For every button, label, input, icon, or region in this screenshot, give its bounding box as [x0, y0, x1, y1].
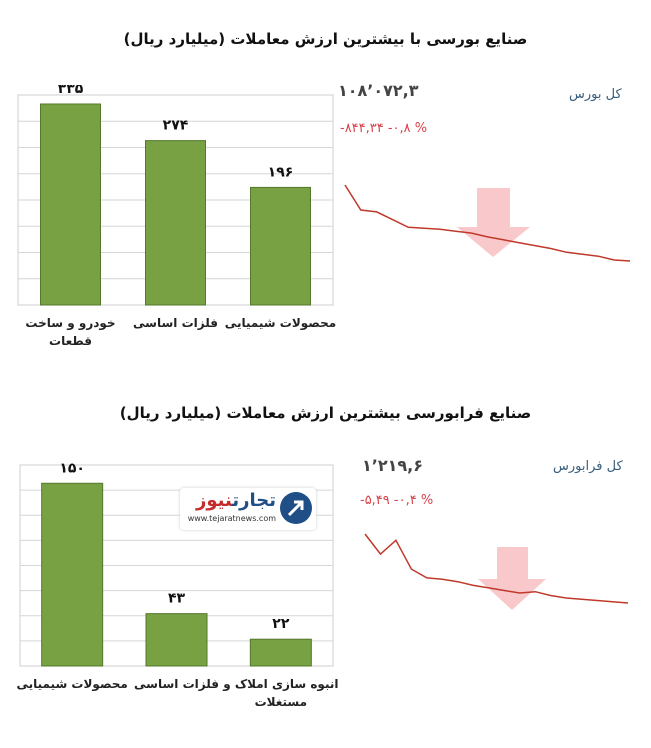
bar-value-label-2: ۲۲: [272, 616, 290, 632]
category-label-1-0: فلزات اساسی: [133, 316, 218, 330]
bar-2: [249, 638, 312, 667]
bourse-index-change: -۸۴۴,۳۴ -۰,۸ %: [340, 121, 428, 136]
logo-url: www.tejaratnews.com: [187, 514, 276, 523]
down-arrow-icon: [478, 547, 546, 610]
category-label-2-0: محصولات شیمیایی: [225, 316, 336, 331]
farabourse-chart-title: صنایع فرابورسی بیشترین ارزش معاملات (میل…: [119, 404, 532, 422]
bar-value-label-2: ۱۹۶: [268, 164, 294, 180]
bar-0: [40, 103, 101, 306]
bar-value-label-1: ۲۷۴: [163, 118, 189, 134]
bourse-chart-title: صنایع بورسی با بیشترین ارزش معاملات (میل…: [123, 30, 528, 48]
bourse-index-value: ۱۰۸٬۰۷۲,۳: [338, 81, 419, 100]
bar-0: [41, 482, 104, 667]
category-label-0-0: محصولات شیمیایی: [16, 677, 127, 692]
logo-wordmark: تجارتنیوز: [196, 490, 276, 511]
bar-value-label-1: ۴۳: [168, 591, 186, 607]
bourse-index-name: کل بورس: [569, 87, 622, 102]
bar-value-label-0: ۳۳۵: [58, 85, 84, 97]
bar-1: [145, 140, 206, 306]
category-label-2-0: انبوه سازی املاک و: [222, 677, 338, 692]
farabourse-index-sparkline: [364, 533, 629, 610]
index-line: [364, 533, 629, 604]
index-line: [344, 184, 631, 262]
bar-value-label-0: ۱۵۰: [59, 460, 85, 476]
farabourse-index-change: -۵,۴۹ -۰,۴ %: [360, 493, 434, 508]
category-label-2-1: مستغلات: [255, 695, 307, 709]
farabourse-index-name: کل فرابورس: [553, 459, 623, 474]
category-label-1-0: فلزات اساسی: [134, 677, 219, 691]
tejaratnews-logo: تجارتنیوز www.tejaratnews.com: [180, 488, 316, 530]
bourse-index-sparkline: [344, 184, 631, 262]
category-label-0-1: قطعات: [49, 334, 92, 348]
bar-2: [250, 186, 311, 306]
bar-1: [145, 613, 208, 667]
category-label-0-0: خودرو و ساخت: [25, 316, 115, 331]
logo-arrow-icon: [280, 492, 312, 524]
down-arrow-icon: [457, 188, 530, 257]
farabourse-index-value: ۱٬۲۱۹,۶: [362, 456, 423, 475]
bourse-bar-chart: ۳۳۵ خودرو و ساخت قطعات ۲۷۴ فلزات اساسی ۱۹۶ محص…: [17, 85, 336, 348]
